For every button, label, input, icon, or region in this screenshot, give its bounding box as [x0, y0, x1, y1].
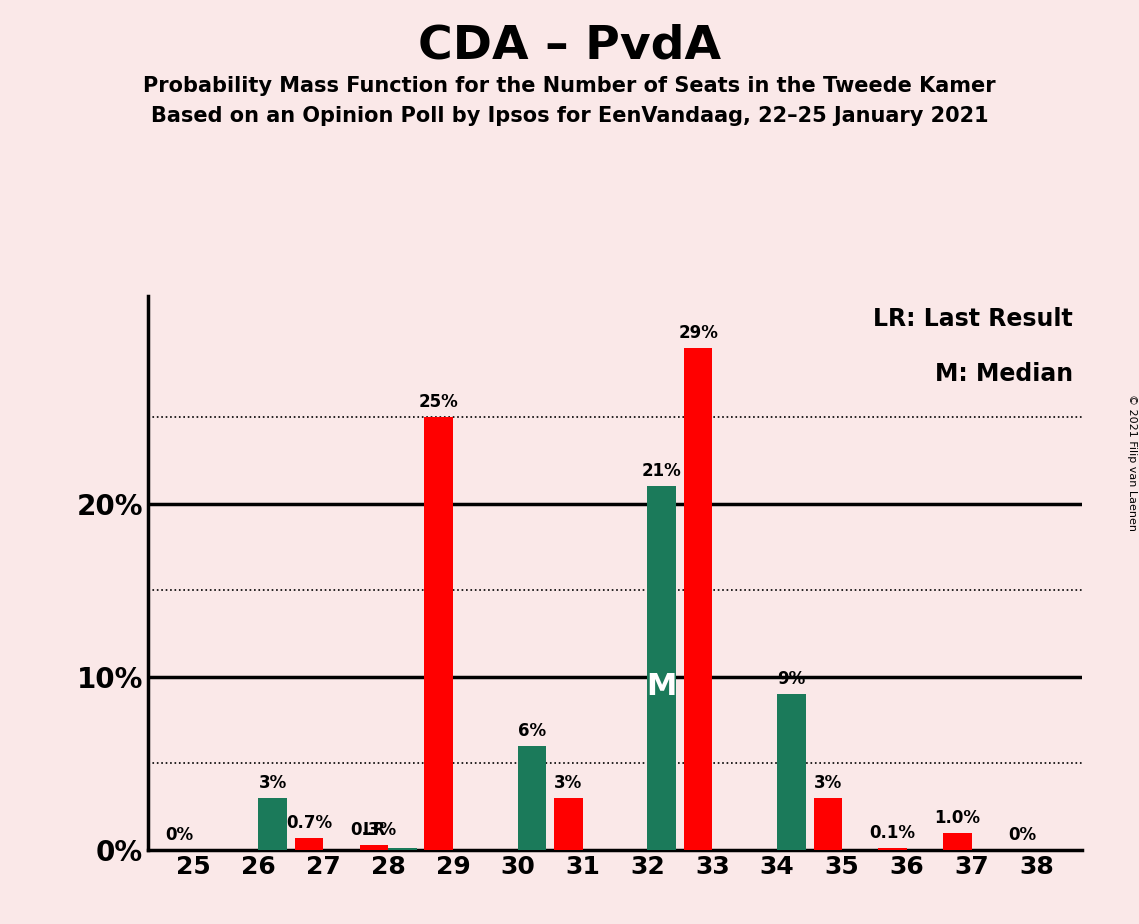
Bar — [943, 833, 972, 850]
Bar — [647, 486, 677, 850]
Bar — [425, 417, 453, 850]
Text: © 2021 Filip van Laenen: © 2021 Filip van Laenen — [1126, 394, 1137, 530]
Text: 0.3%: 0.3% — [351, 821, 396, 839]
Text: CDA – PvdA: CDA – PvdA — [418, 23, 721, 68]
Text: 9%: 9% — [777, 670, 805, 688]
Text: Based on an Opinion Poll by Ipsos for EenVandaag, 22–25 January 2021: Based on an Opinion Poll by Ipsos for Ee… — [150, 106, 989, 127]
Bar — [518, 747, 547, 850]
Text: 3%: 3% — [555, 774, 582, 792]
Text: 25%: 25% — [419, 393, 459, 411]
Text: 21%: 21% — [642, 462, 681, 480]
Text: 3%: 3% — [259, 774, 287, 792]
Bar — [777, 694, 805, 850]
Bar — [878, 848, 907, 850]
Bar — [259, 798, 287, 850]
Text: 0.7%: 0.7% — [286, 814, 331, 832]
Bar — [360, 845, 388, 850]
Text: 3%: 3% — [813, 774, 842, 792]
Text: 0%: 0% — [165, 826, 194, 844]
Bar — [295, 838, 323, 850]
Text: M: Median: M: Median — [935, 362, 1073, 386]
Text: LR: Last Result: LR: Last Result — [872, 307, 1073, 331]
Text: LR: LR — [362, 821, 385, 839]
Text: 29%: 29% — [678, 323, 718, 342]
Bar — [388, 848, 417, 850]
Bar — [554, 798, 583, 850]
Text: 0.1%: 0.1% — [870, 824, 916, 843]
Text: 0%: 0% — [1008, 826, 1036, 844]
Text: Probability Mass Function for the Number of Seats in the Tweede Kamer: Probability Mass Function for the Number… — [144, 76, 995, 96]
Bar — [683, 347, 712, 850]
Bar — [813, 798, 842, 850]
Text: 6%: 6% — [518, 722, 546, 740]
Text: 1.0%: 1.0% — [934, 808, 981, 827]
Text: M: M — [647, 672, 677, 701]
